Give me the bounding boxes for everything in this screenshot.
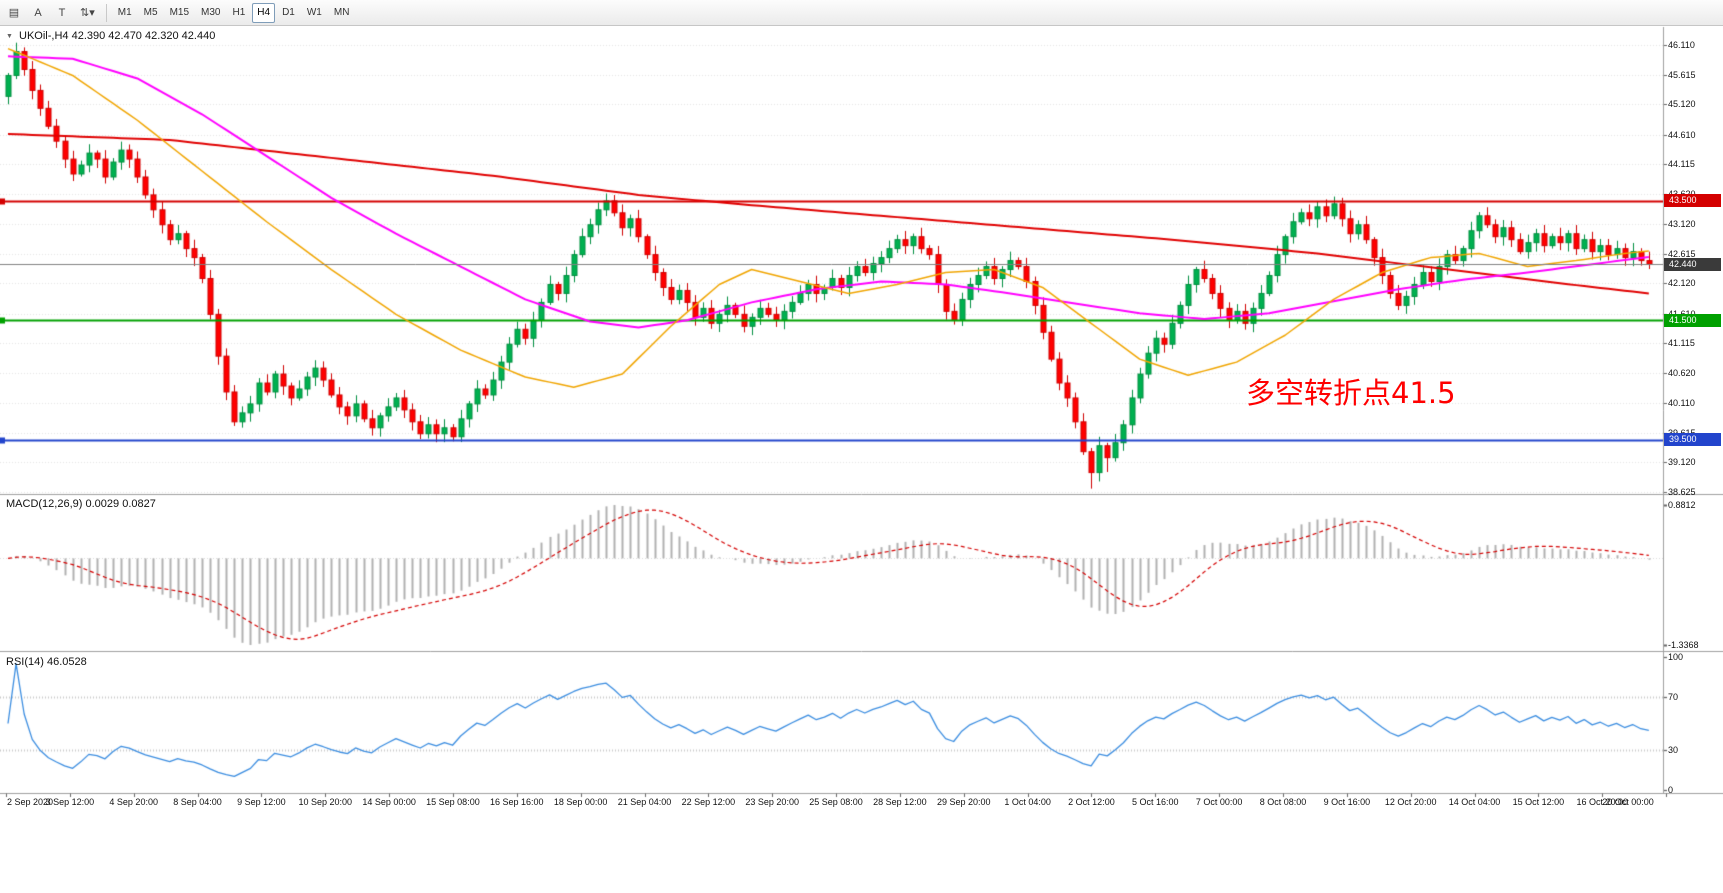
price-axis-label: 41.610 — [1668, 309, 1696, 319]
time-axis-label: 25 Sep 08:00 — [809, 797, 863, 807]
time-axis-label: 16 Sep 16:00 — [490, 797, 544, 807]
price-axis-label: 45.615 — [1668, 69, 1696, 80]
price-axis-label: 39.615 — [1668, 428, 1696, 438]
timeframe-d1-button[interactable]: D1 — [282, 7, 295, 18]
time-axis-label: 14 Oct 04:00 — [1448, 797, 1501, 807]
collapse-icon[interactable]: ▼ — [6, 33, 13, 40]
time-axis-label: 4 Sep 20:00 — [109, 797, 158, 807]
time-axis-label: 29 Sep 20:00 — [936, 797, 991, 807]
rsi-axis-label: 30 — [1668, 745, 1679, 756]
toolbar-separator — [105, 3, 107, 22]
chart-title: ▼ UKOil-,H4 42.390 42.470 42.320 42.440 — [6, 30, 215, 42]
text-tool[interactable]: T — [58, 6, 66, 19]
price-axis-label: 40.110 — [1668, 398, 1695, 409]
rsi-axis-label: 100 — [1668, 652, 1684, 662]
rsi-label: RSI(14) — [6, 656, 44, 668]
time-axis-label: 28 Sep 12:00 — [873, 797, 927, 807]
rsi-value: 46.0528 — [46, 656, 87, 668]
time-axis-label: 8 Sep 04:00 — [173, 797, 222, 807]
timeframe-m1-button[interactable]: M1 — [117, 7, 132, 18]
timeframe-w1-button[interactable]: W1 — [306, 7, 322, 18]
time-axis-label: 5 Oct 16:00 — [1132, 797, 1179, 807]
price-level-tag-43.500[interactable]: 43.500 — [1664, 194, 1721, 208]
time-axis-label: 21 Sep 04:00 — [617, 797, 672, 807]
time-axis-label: 9 Sep 12:00 — [237, 797, 286, 807]
time-axis-label: 23 Sep 20:00 — [745, 797, 799, 807]
time-axis-label: 8 Oct 08:00 — [1259, 797, 1307, 807]
macd-axis-min-label: -1.3368 — [1668, 640, 1699, 650]
time-axis-label: 7 Oct 00:00 — [1195, 797, 1243, 807]
window-menu-icon[interactable]: ▤ — [8, 7, 20, 19]
price-axis-label: 40.620 — [1668, 367, 1696, 378]
price-axis-label: 42.120 — [1668, 278, 1696, 289]
time-axis-label: 3 Sep 12:00 — [45, 797, 95, 807]
macd-header: MACD(12,26,9) 0.0029 0.0827 — [6, 498, 156, 510]
time-axis-label: 20 Oct 00:00 — [1602, 797, 1654, 807]
price-axis-label: 39.120 — [1668, 457, 1696, 468]
time-axis-label: 9 Oct 16:00 — [1323, 797, 1371, 807]
rsi-header: RSI(14) 46.0528 — [6, 656, 87, 668]
price-axis-label: 45.120 — [1668, 99, 1696, 110]
macd-axis-max-label: 0.8812 — [1668, 500, 1696, 510]
price-axis-label: 46.110 — [1668, 40, 1695, 50]
rsi-axis-label: 0 — [1668, 785, 1674, 795]
toolbar: ▤ A T ⇅▾ M1 M5 M15 M30 H1 H4 D1 W1 MN — [0, 0, 1723, 26]
time-axis-label: 15 Oct 12:00 — [1512, 797, 1565, 807]
time-axis-label: 15 Sep 08:00 — [426, 797, 480, 807]
time-axis-label: 16 Oct 20:00 — [1576, 797, 1629, 807]
price-axis-label: 44.115 — [1668, 159, 1695, 170]
ohlc-values: 42.390 42.470 42.320 42.440 — [71, 30, 216, 42]
timeframe-m30-button[interactable]: M30 — [201, 7, 221, 18]
timeframe-mn-button[interactable]: MN — [333, 7, 350, 18]
price-axis-label: 42.615 — [1668, 248, 1696, 259]
timeframe-m5-button[interactable]: M5 — [143, 7, 158, 18]
time-axis-label: 2 Sep 2020 — [6, 797, 54, 807]
price-axis-label: 38.625 — [1668, 487, 1696, 497]
timeframe-m15-button[interactable]: M15 — [169, 7, 190, 18]
time-axis-label: 22 Sep 12:00 — [681, 797, 736, 807]
time-axis-label: 18 Sep 00:00 — [553, 797, 608, 807]
time-axis-label: 12 Oct 20:00 — [1384, 797, 1437, 807]
macd-value-signal: 0.0827 — [122, 498, 156, 510]
price-axis-label: 43.620 — [1668, 189, 1696, 199]
timeframe-h1-button[interactable]: H1 — [232, 7, 246, 18]
rsi-axis-label: 70 — [1668, 691, 1679, 702]
current-price-tag: 42.440 — [1664, 257, 1721, 271]
time-axis-label: 1 Oct 04:00 — [1004, 797, 1051, 807]
price-level-tag-41.500[interactable]: 41.500 — [1664, 313, 1721, 327]
macd-label: MACD(12,26,9) — [6, 498, 83, 510]
annotation-text[interactable]: 多空转折点41.5 — [1246, 376, 1456, 410]
indicators-dropdown[interactable]: ⇅▾ — [80, 7, 95, 19]
symbol-period-label: UKOil-,H4 — [19, 30, 69, 42]
time-axis-label: 2 Oct 12:00 — [1068, 797, 1115, 807]
price-axis-label: 41.115 — [1668, 338, 1695, 349]
price-axis-label: 44.610 — [1668, 129, 1696, 140]
time-axis-label: 10 Sep 20:00 — [298, 797, 353, 807]
price-level-tag-39.500[interactable]: 39.500 — [1664, 433, 1721, 447]
macd-value-main: 0.0029 — [85, 498, 120, 510]
cursor-tool-a[interactable]: A — [34, 6, 42, 19]
timeframe-h4-button[interactable]: H4 — [252, 2, 276, 23]
price-axis-label: 43.120 — [1668, 218, 1696, 229]
time-axis-label: 14 Sep 00:00 — [362, 797, 416, 807]
